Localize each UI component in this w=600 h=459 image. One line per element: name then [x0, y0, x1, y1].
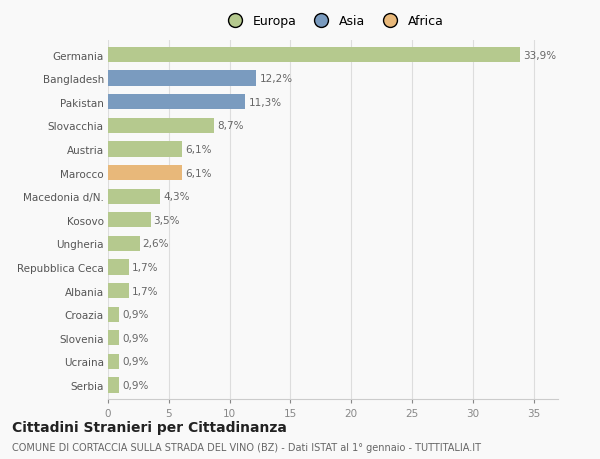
Bar: [108, 378, 119, 393]
Bar: [108, 95, 245, 110]
Text: 6,1%: 6,1%: [185, 168, 212, 178]
Bar: [108, 307, 119, 322]
Text: 3,5%: 3,5%: [154, 215, 180, 225]
Bar: [108, 118, 214, 134]
Text: 0,9%: 0,9%: [122, 380, 148, 390]
Legend: Europa, Asia, Africa: Europa, Asia, Africa: [223, 15, 443, 28]
Text: 11,3%: 11,3%: [248, 98, 281, 107]
Text: COMUNE DI CORTACCIA SULLA STRADA DEL VINO (BZ) - Dati ISTAT al 1° gennaio - TUTT: COMUNE DI CORTACCIA SULLA STRADA DEL VIN…: [12, 442, 481, 452]
Bar: [108, 142, 182, 157]
Text: 0,9%: 0,9%: [122, 309, 148, 319]
Text: 1,7%: 1,7%: [132, 263, 158, 273]
Bar: [108, 354, 119, 369]
Text: 8,7%: 8,7%: [217, 121, 244, 131]
Bar: [108, 189, 160, 204]
Bar: [108, 48, 520, 63]
Bar: [108, 283, 128, 299]
Bar: [108, 260, 128, 275]
Text: 4,3%: 4,3%: [163, 192, 190, 202]
Bar: [108, 166, 182, 181]
Text: 12,2%: 12,2%: [259, 74, 293, 84]
Text: 1,7%: 1,7%: [132, 286, 158, 296]
Text: 6,1%: 6,1%: [185, 145, 212, 155]
Bar: [108, 213, 151, 228]
Text: 0,9%: 0,9%: [122, 333, 148, 343]
Bar: [108, 236, 140, 252]
Text: Cittadini Stranieri per Cittadinanza: Cittadini Stranieri per Cittadinanza: [12, 420, 287, 434]
Text: 2,6%: 2,6%: [143, 239, 169, 249]
Bar: [108, 71, 256, 87]
Text: 0,9%: 0,9%: [122, 357, 148, 367]
Text: 33,9%: 33,9%: [523, 50, 556, 61]
Bar: [108, 330, 119, 346]
